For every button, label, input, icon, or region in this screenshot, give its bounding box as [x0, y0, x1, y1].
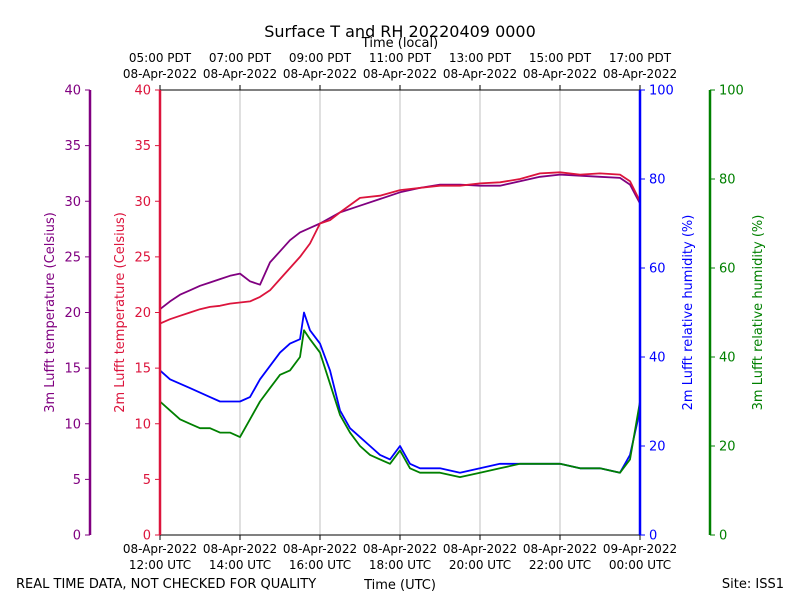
- axes-layer: 08-Apr-2022 12:00 UTC 05:00 PDT 08-Apr-2022…: [43, 51, 766, 572]
- top-tick-label-time: 15:00 PDT: [529, 51, 592, 65]
- top-tick-label-date: 08-Apr-2022: [363, 67, 437, 81]
- rh2m-axis-label: 2m Lufft relative humidity (%): [681, 215, 696, 411]
- rh2m-tick-label: 100: [649, 84, 674, 99]
- x-tick-label-utc: 18:00 UTC: [369, 558, 431, 572]
- t2m-tick-label: 10: [134, 417, 151, 432]
- t2m-tick-label: 15: [134, 362, 151, 377]
- rh3m-tick-label: 80: [719, 173, 736, 188]
- t3m-tick-label: 20: [64, 306, 81, 321]
- x-tick-label-utc: 12:00 UTC: [129, 558, 191, 572]
- x-tick-label-utc: 22:00 UTC: [529, 558, 591, 572]
- t3m-tick-label: 40: [64, 84, 81, 99]
- x-tick-label-utc: 00:00 UTC: [609, 558, 671, 572]
- footer-quality-note: REAL TIME DATA, NOT CHECKED FOR QUALITY: [16, 577, 316, 592]
- x-tick-label-utc: 14:00 UTC: [209, 558, 271, 572]
- t3m-tick-label: 30: [64, 195, 81, 210]
- rh3m-axis-label: 3m Lufft relative humidity (%): [751, 215, 766, 411]
- t3m-tick-label: 15: [64, 362, 81, 377]
- rh3m-tick-label: 40: [719, 351, 736, 366]
- top-tick-label-date: 08-Apr-2022: [603, 67, 677, 81]
- rh2m-tick-label: 40: [649, 351, 666, 366]
- rh3m-tick-label: 100: [719, 84, 744, 99]
- series-layer: [159, 171, 641, 479]
- x-tick-label-utc: 16:00 UTC: [289, 558, 351, 572]
- t3m-tick-label: 25: [64, 250, 81, 265]
- t2m-tick-label: 35: [134, 139, 151, 154]
- x-tick-label-utc: 20:00 UTC: [449, 558, 511, 572]
- top-tick-label-time: 05:00 PDT: [129, 51, 192, 65]
- x-tick-label-date: 08-Apr-2022: [363, 542, 437, 556]
- top-tick-label-time: 13:00 PDT: [449, 51, 512, 65]
- x-tick-label-date: 08-Apr-2022: [283, 542, 357, 556]
- t2m-tick-label: 5: [143, 473, 151, 488]
- t2m-tick-label: 25: [134, 250, 151, 265]
- rh3m-tick-label: 0: [719, 529, 727, 544]
- chart-title: Surface T and RH 20220409 0000: [264, 22, 536, 41]
- grid-layer: [239, 90, 561, 535]
- t3m-tick-label: 5: [73, 473, 81, 488]
- x-tick-label-date: 08-Apr-2022: [443, 542, 517, 556]
- x-tick-label-date: 09-Apr-2022: [603, 542, 677, 556]
- t2m-tick-label: 0: [143, 529, 151, 544]
- t3m-axis-label: 3m Lufft temperature (Celsius): [43, 212, 58, 413]
- x-tick-label-date: 08-Apr-2022: [523, 542, 597, 556]
- t2m-tick-label: 30: [134, 195, 151, 210]
- series-line-rh3m: [159, 329, 641, 479]
- top-tick-label-time: 07:00 PDT: [209, 51, 272, 65]
- t2m-axis-label: 2m Lufft temperature (Celsius): [113, 212, 128, 413]
- t3m-tick-label: 10: [64, 417, 81, 432]
- series-line-t2m: [159, 171, 641, 325]
- rh3m-tick-label: 20: [719, 440, 736, 455]
- top-axis-label: Time (local): [361, 36, 438, 51]
- top-tick-label-date: 08-Apr-2022: [443, 67, 517, 81]
- rh2m-tick-label: 20: [649, 440, 666, 455]
- x-tick-label-date: 08-Apr-2022: [123, 542, 197, 556]
- t2m-tick-label: 40: [134, 84, 151, 99]
- series-line-t3m: [159, 173, 641, 310]
- rh2m-tick-label: 80: [649, 173, 666, 188]
- top-tick-label-date: 08-Apr-2022: [123, 67, 197, 81]
- top-tick-label-date: 08-Apr-2022: [203, 67, 277, 81]
- top-tick-label-date: 08-Apr-2022: [283, 67, 357, 81]
- rh2m-tick-label: 60: [649, 262, 666, 277]
- top-tick-label-date: 08-Apr-2022: [523, 67, 597, 81]
- top-tick-label-time: 17:00 PDT: [609, 51, 672, 65]
- t2m-tick-label: 20: [134, 306, 151, 321]
- x-axis-label: Time (UTC): [363, 578, 436, 593]
- rh2m-tick-label: 0: [649, 529, 657, 544]
- rh3m-tick-label: 60: [719, 262, 736, 277]
- top-tick-label-time: 11:00 PDT: [369, 51, 432, 65]
- footer-site: Site: ISS1: [722, 577, 784, 592]
- top-tick-label-time: 09:00 PDT: [289, 51, 352, 65]
- x-tick-label-date: 08-Apr-2022: [203, 542, 277, 556]
- t3m-tick-label: 35: [64, 139, 81, 154]
- t3m-tick-label: 0: [73, 529, 81, 544]
